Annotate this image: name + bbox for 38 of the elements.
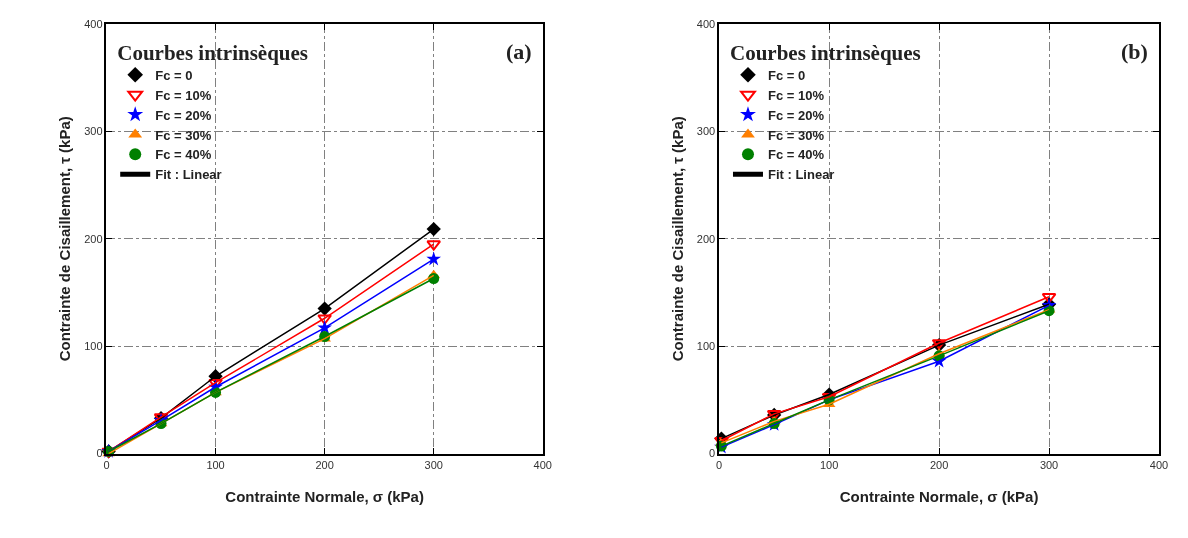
y-tick-label: 300 bbox=[84, 125, 103, 138]
legend-title: Courbes intrinsèques bbox=[729, 40, 921, 65]
x-tick-label: 300 bbox=[424, 458, 443, 471]
legend-label: Fit : Linear bbox=[155, 167, 222, 183]
legend-label: Fc = 20% bbox=[155, 107, 212, 123]
x-axis-title: Contrainte Normale, σ (kPa) bbox=[839, 488, 1039, 506]
x-tick-label: 100 bbox=[206, 458, 225, 471]
y-tick-label: 400 bbox=[696, 17, 716, 30]
legend-label: Fit : Linear bbox=[767, 167, 835, 183]
y-tick-label: 100 bbox=[696, 340, 716, 353]
legend-title: Courbes intrinsèques bbox=[117, 40, 308, 65]
x-tick-label: 200 bbox=[315, 458, 334, 471]
y-tick-label: 200 bbox=[696, 232, 716, 245]
x-axis-title: Contrainte Normale, σ (kPa) bbox=[225, 488, 424, 506]
legend-label: Fc = 40% bbox=[155, 147, 212, 163]
legend-label: Fc = 0 bbox=[155, 67, 193, 83]
annotation: (a) bbox=[506, 39, 532, 64]
y-tick-label: 0 bbox=[96, 447, 103, 460]
legend-label: Fc = 0 bbox=[767, 67, 806, 83]
x-tick-label: 100 bbox=[819, 458, 839, 471]
legend-label: Fc = 30% bbox=[155, 127, 212, 143]
y-tick-label: 300 bbox=[696, 125, 716, 138]
x-tick-label: 400 bbox=[533, 458, 552, 471]
annotation: (b) bbox=[1121, 39, 1148, 64]
y-tick-label: 200 bbox=[84, 232, 103, 245]
legend-label: Fc = 30% bbox=[767, 127, 825, 143]
legend-label: Fc = 20% bbox=[767, 107, 825, 123]
legend-label: Fc = 10% bbox=[155, 87, 212, 103]
legend-label: Fc = 40% bbox=[767, 147, 825, 163]
y-tick-label: 0 bbox=[709, 447, 716, 460]
legend-label: Fc = 10% bbox=[767, 87, 825, 103]
y-axis-title: Contrainte de Cisaillement, τ (kPa) bbox=[55, 116, 73, 362]
y-tick-label: 400 bbox=[84, 17, 103, 30]
y-axis-title: Contrainte de Cisaillement, τ (kPa) bbox=[668, 116, 686, 362]
x-tick-label: 300 bbox=[1039, 458, 1059, 471]
x-tick-label: 200 bbox=[929, 458, 949, 471]
x-tick-label: 400 bbox=[1149, 458, 1169, 471]
y-tick-label: 100 bbox=[84, 340, 103, 353]
